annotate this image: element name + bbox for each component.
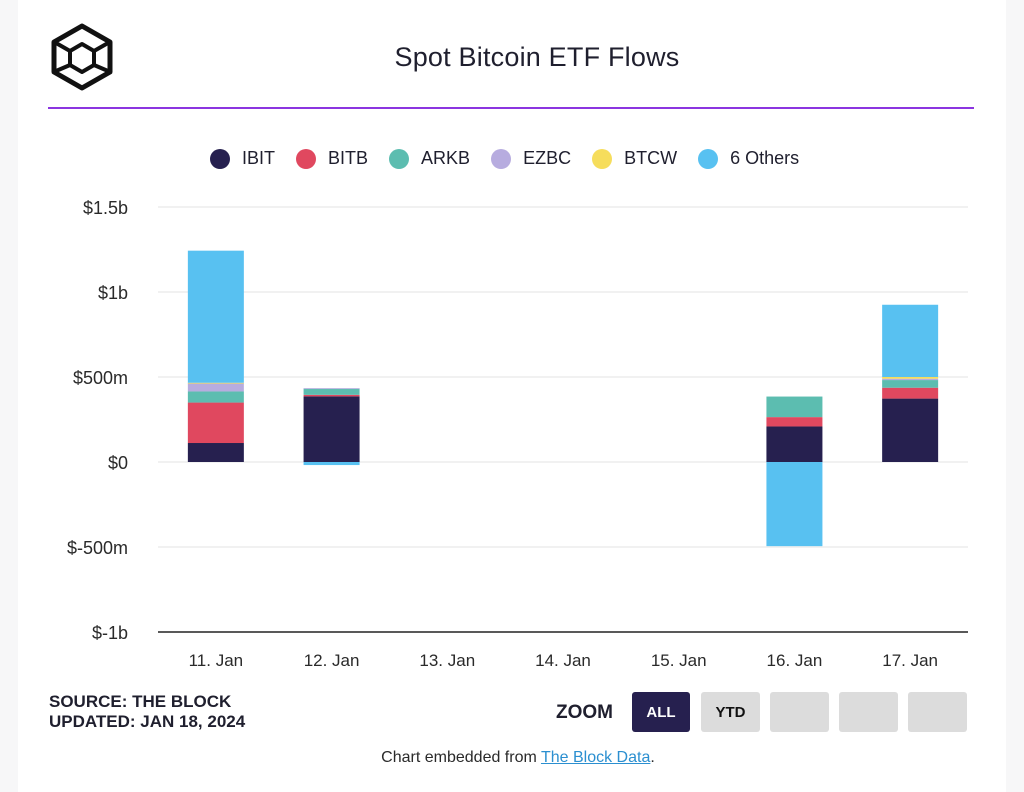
bar-segment-arkb (303, 388, 360, 395)
y-tick-label: $-500m (67, 538, 128, 558)
zoom-ytd-button[interactable]: YTD (701, 692, 760, 732)
x-tick-label: 11. Jan (189, 651, 244, 670)
legend-swatch (296, 148, 317, 169)
y-tick-label: $-1b (92, 623, 128, 643)
bar-segment-ibit (766, 426, 823, 462)
legend-item-btcw[interactable]: BTCW (592, 148, 677, 169)
bar-segment-btcw (187, 382, 244, 384)
x-tick-label: 12. Jan (304, 651, 360, 670)
zoom-option-4-button[interactable] (839, 692, 898, 732)
legend-label: EZBC (523, 148, 572, 168)
legend-item-bitb[interactable]: BITB (296, 148, 368, 169)
embed-suffix: . (650, 749, 655, 766)
bar-segment-ezbc (882, 378, 939, 381)
legend-swatch (210, 148, 230, 169)
y-tick-label: $500m (73, 368, 128, 388)
zoom-option-3-button[interactable] (770, 692, 829, 732)
legend-item-arkb[interactable]: ARKB (389, 148, 470, 169)
bar-segment-6-others (766, 462, 823, 547)
bar-segment-ibit (303, 396, 360, 462)
legend-item-ibit[interactable]: IBIT (210, 148, 275, 169)
bar-segment-ezbc (187, 382, 244, 392)
x-tick-label: 15. Jan (651, 651, 707, 670)
legend-swatch (698, 148, 719, 169)
zoom-all-button[interactable]: ALL (632, 692, 690, 732)
bar-segment-ibit (882, 398, 939, 462)
bar-segment-bitb (303, 394, 360, 397)
bar-segment-arkb (187, 391, 244, 403)
legend-swatch (491, 148, 512, 169)
legend-label: 6 Others (730, 148, 800, 168)
x-tick-label: 16. Jan (767, 651, 823, 670)
bar-segment-ibit (187, 443, 244, 462)
x-tick-label: 17. Jan (882, 651, 938, 670)
y-tick-label: $0 (108, 453, 128, 473)
x-tick-label: 14. Jan (535, 651, 591, 670)
chart-plot-area: $1.5b $1b $500m $0 $-500m $-1b 11. Jan 12. Jan 1… (67, 198, 968, 670)
chart-legend: IBIT BITB ARKB EZBC BTCW 6 Others (210, 148, 820, 169)
legend-label: BTCW (624, 148, 678, 168)
bar-segment-6-others (187, 250, 244, 383)
embed-prefix: Chart embedded from (381, 749, 541, 766)
title-divider (48, 107, 974, 109)
bar-segment-arkb (766, 396, 823, 418)
bar-segment-bitb (882, 387, 939, 399)
y-tick-label: $1.5b (83, 198, 128, 218)
bar-segment-arkb (882, 380, 939, 388)
embed-note: Chart embedded from The Block Data. (18, 749, 1018, 767)
y-tick-label: $1b (98, 283, 128, 303)
legend-item-ezbc[interactable]: EZBC (491, 148, 571, 169)
bar-segment-ezbc (303, 388, 360, 390)
bar-segment-6-others (303, 462, 360, 466)
chart-title: Spot Bitcoin ETF Flows (394, 42, 680, 72)
updated-text: UPDATED: JAN 18, 2024 (49, 712, 246, 731)
bar-segment-bitb (187, 402, 244, 444)
x-tick-label: 13. Jan (419, 651, 475, 670)
the-block-data-link[interactable]: The Block Data (540, 749, 651, 766)
source-text: SOURCE: THE BLOCK (49, 692, 232, 711)
legend-label: ARKB (421, 148, 471, 168)
legend-label: BITB (328, 148, 369, 168)
legend-label: IBIT (242, 148, 276, 168)
the-block-logo-icon (51, 23, 113, 91)
legend-item-6-others[interactable]: 6 Others (698, 148, 799, 169)
bar-segment-btcw (882, 377, 939, 379)
chart-card: Spot Bitcoin ETF Flows IBIT BITB ARKB EZBC B… (18, 0, 1006, 792)
zoom-option-5-button[interactable] (908, 692, 967, 732)
zoom-label: ZOOM (556, 702, 613, 723)
bar-segment-6-others (882, 304, 939, 377)
bar-segment-bitb (766, 417, 823, 427)
legend-swatch (389, 148, 410, 169)
source-block: SOURCE: THE BLOCK UPDATED: JAN 18, 2024 (49, 692, 245, 732)
legend-swatch (592, 148, 613, 169)
